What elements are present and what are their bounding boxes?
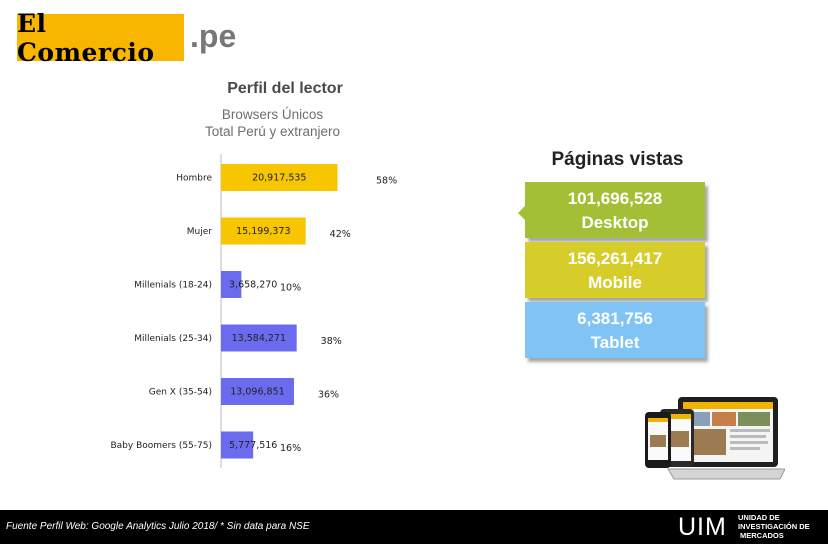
- bar: [221, 164, 338, 191]
- devices-illustration: [645, 397, 785, 480]
- laptop-icon: [667, 397, 785, 480]
- value-label: 5,777,516: [229, 440, 277, 451]
- source-note: Fuente Perfil Web: Google Analytics Juli…: [6, 521, 310, 532]
- desktop-pageviews-value: 101,696,528: [567, 189, 663, 208]
- value-label: 13,096,851: [230, 387, 284, 398]
- category-label: Millenials (18-24): [134, 281, 212, 291]
- percent-label: 16%: [280, 443, 301, 454]
- logo-text: El Comercio: [17, 8, 155, 67]
- uim-logo: UIM: [678, 513, 727, 541]
- chart-subtitle-line2: Total Perú y extranjero: [204, 124, 341, 139]
- smartphone-icon: [645, 412, 671, 468]
- value-label: 20,917,535: [252, 173, 306, 184]
- percent-label: 58%: [376, 176, 397, 187]
- chart-subtitle-line1: Browsers Únicos: [221, 107, 324, 122]
- chart-title: Perfil del lector: [227, 80, 343, 97]
- value-label: 3,658,270: [229, 280, 277, 291]
- value-label: 13,584,271: [232, 333, 286, 344]
- bar: [221, 324, 297, 352]
- tablet-pageviews-label: Tablet: [590, 333, 640, 352]
- reader-profile-bar-chart: Hombre 20,917,535 58% Mujer 15,199,373 42% Mil…: [110, 154, 397, 468]
- percent-label: 42%: [330, 229, 351, 240]
- uim-line-2: INVESTIGACIÓN DE: [738, 522, 810, 531]
- category-label: Mujer: [187, 227, 213, 237]
- mobile-pageviews-label: Mobile: [588, 273, 642, 292]
- percent-label: 10%: [280, 283, 301, 294]
- bar: [221, 378, 294, 405]
- percent-label: 36%: [318, 390, 339, 401]
- bar: [221, 431, 254, 459]
- percent-label: 38%: [321, 336, 342, 347]
- category-label: Baby Boomers (55-75): [110, 441, 212, 451]
- page-views-title: Páginas vistas: [551, 149, 684, 170]
- tablet-pageviews-card: 6,381,756 Tablet: [525, 302, 705, 358]
- uim-line-1: UNIDAD DE: [738, 513, 780, 522]
- bar: [221, 271, 242, 298]
- bar: [221, 217, 306, 245]
- tablet-pageviews-value: 6,381,756: [577, 309, 653, 328]
- footer: Fuente Perfil Web: Google Analytics Juli…: [0, 510, 828, 544]
- mobile-pageviews-value: 156,261,417: [567, 249, 663, 268]
- category-label: Gen X (35-54): [149, 388, 212, 398]
- el-comercio-logo[interactable]: El Comercio: [17, 9, 184, 67]
- uim-line-3: MERCADOS: [740, 531, 784, 540]
- desktop-pageviews-card: 101,696,528 Desktop: [518, 182, 705, 238]
- logo-suffix: .pe: [190, 18, 237, 54]
- desktop-pageviews-label: Desktop: [581, 213, 649, 232]
- category-label: Hombre: [176, 174, 212, 184]
- value-label: 15,199,373: [236, 226, 290, 237]
- category-label: Millenials (25-34): [134, 334, 212, 344]
- mobile-pageviews-card: 156,261,417 Mobile: [525, 242, 705, 298]
